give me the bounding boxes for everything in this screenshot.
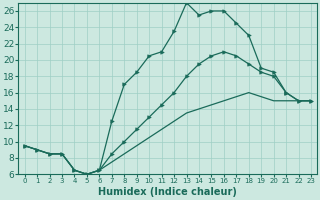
X-axis label: Humidex (Indice chaleur): Humidex (Indice chaleur) <box>98 187 237 197</box>
